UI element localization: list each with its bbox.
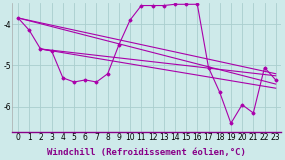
X-axis label: Windchill (Refroidissement éolien,°C): Windchill (Refroidissement éolien,°C) xyxy=(48,148,246,156)
